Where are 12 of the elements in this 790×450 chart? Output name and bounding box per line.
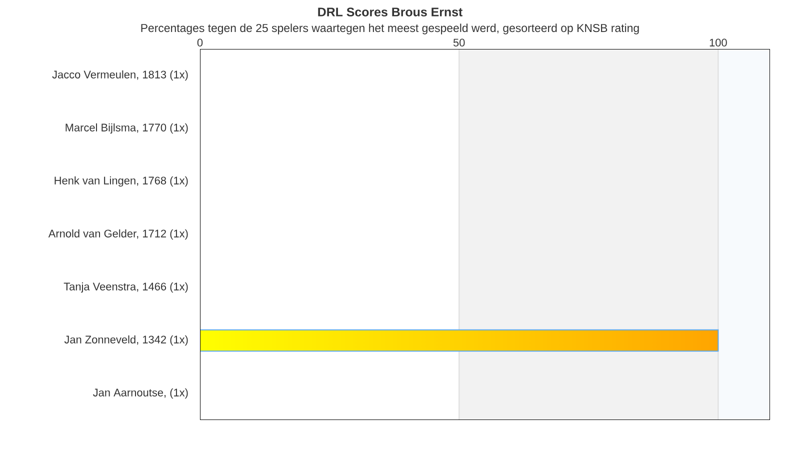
x-tick-label: 50 [453, 38, 465, 46]
y-tick-label: Arnold van Gelder, 1712 (1x) [48, 229, 188, 240]
y-tick-label: Jan Zonneveld, 1342 (1x) [64, 335, 188, 346]
y-tick-label: Tanja Veenstra, 1466 (1x) [64, 282, 188, 293]
chart-title: DRL Scores Brous Ernst [318, 8, 462, 16]
y-tick-label: Marcel Bijlsma, 1770 (1x) [66, 123, 188, 134]
y-tick-label: Jacco Vermeulen, 1813 (1x) [52, 70, 188, 81]
chart-subtitle: Percentages tegen de 25 spelers waartegen het meest gespeeld werd, gesorteerd op KNSB rating [141, 24, 639, 34]
x-tick-label: 100 [710, 38, 727, 46]
x-tick-label: 0 [197, 38, 203, 46]
y-tick-label: Henk van Lingen, 1768 (1x) [54, 176, 188, 187]
y-tick-label: Jan Aarnoutse, (1x) [93, 388, 188, 399]
